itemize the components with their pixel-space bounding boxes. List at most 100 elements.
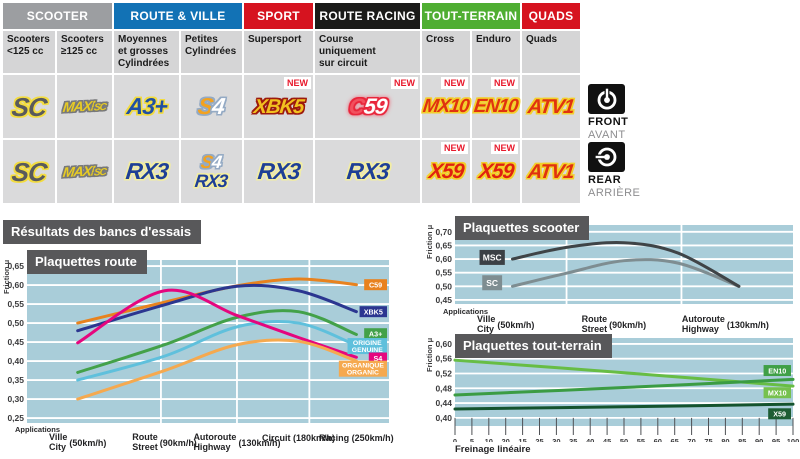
y-tick-label: 0,40 [7,356,24,366]
new-badge: NEW [391,77,418,89]
product-cell: MAXISC [57,75,112,138]
product-logo-sc: SC [10,156,48,187]
table-subheader: Moyennes et grosses Cylindrées [114,31,179,73]
x-tick-label: 25 [535,437,543,442]
series-line-organiqueorganic [76,338,358,401]
front-label-en: FRONT [588,116,629,128]
table-group-routeracing: ROUTE RACING [315,3,420,29]
y-tick-label: 0,56 [435,354,452,364]
y-tick-label: 0,65 [435,240,452,250]
svg-text:MSC: MSC [483,253,502,263]
legend-chip-msc: MSC [479,249,505,265]
x-category-label: Ville City (50km/h) [48,432,107,452]
x-category-label: Route Street (90km/h) [581,314,647,334]
x-category-label: Ville City (50km/h) [477,314,535,334]
y-axis-label: Friction μ [425,224,434,259]
y-axis-label: Friction μ [425,337,434,372]
series-line-en10 [453,377,795,397]
rear-label-fr: ARRIÈRE [588,187,641,199]
product-cell: A3+ [114,75,179,138]
product-logo-rx3: RX3 [256,158,302,184]
x-tick-label: 30 [552,437,560,442]
table-group-routeville: ROUTE & VILLE [114,3,242,29]
table-group-scooter: SCOOTER [3,3,112,29]
new-badge: NEW [491,142,518,154]
y-tick-label: 0,52 [435,368,452,378]
product-logo-x59: X59 [477,160,515,183]
series-line-s4 [76,288,358,359]
x-tick-label: 50 [620,437,628,442]
table-subheader: Course uniquement sur circuit [315,31,420,73]
product-logo-s4: S4 [200,152,223,172]
applications-label: Applications [15,425,61,434]
table-subheader: Quads [522,31,580,73]
legend-chip-a3: A3+ [364,328,387,340]
table-subheader: Enduro [472,31,520,73]
y-tick-label: 0,55 [435,268,452,278]
new-badge: NEW [284,77,311,89]
x-category-label: Autoroute Highway (130km/h) [681,314,769,334]
route-chart-title: Plaquettes route [27,250,147,274]
x-tick-label: 95 [772,437,780,442]
series-line-xbk5 [76,283,358,333]
table-subheader: Scooters <125 cc [3,31,55,73]
product-logo-en10: EN10 [472,96,520,117]
product-logo-rx3: RX3 [345,158,391,184]
y-tick-label: 0,44 [435,398,452,408]
product-cell: EN10 NEW [472,75,520,138]
y-tick-label: 0,60 [435,339,452,349]
product-logo-atv1: ATV1 [526,95,576,118]
front-brake-disc-icon [588,84,625,114]
x-category-label: Circuit (180km/h) [261,433,336,443]
rear-axle-block: REAR ARRIÈRE [588,142,658,199]
legend-chip-mx10: MX10 [763,387,791,399]
svg-text:C59: C59 [369,280,382,289]
applications-label: Applications [443,307,489,316]
table-group-quads: QUADS [522,3,580,29]
product-logo-a3: A3+ [125,93,169,119]
legend-chip-sc: SC [482,275,503,291]
tout-terrain-x-axis-label: Freinage linéaire [455,444,531,455]
series-line-x59 [453,402,795,411]
x-tick-label: 65 [671,437,679,442]
y-tick-label: 0,60 [435,254,452,264]
series-line-sc [510,258,741,288]
front-label-fr: AVANT [588,129,626,141]
y-tick-label: 0,25 [7,413,24,423]
svg-text:ORGANIQUE: ORGANIQUE [342,363,384,370]
x-category-label: Route Street (90km/h) [132,432,197,452]
x-tick-label: 85 [738,437,746,442]
scooter-chart-title: Plaquettes scooter [455,216,590,240]
svg-text:S4: S4 [373,354,382,363]
x-tick-label: 15 [518,437,526,442]
svg-text:EN10: EN10 [768,366,786,375]
x-tick-label: 40 [586,437,594,442]
svg-text:SC: SC [486,278,498,288]
svg-text:XBK5: XBK5 [364,307,383,316]
x-tick-label: 70 [687,437,695,442]
series-line-originegenuine [76,319,358,382]
product-logo-rx3: RX3 [194,171,229,191]
product-cell: XBK5 NEW [244,75,313,138]
legend-chip-en10: EN10 [763,365,791,377]
svg-text:MX10: MX10 [768,388,787,397]
section-title: Résultats des bancs d'essais [3,220,202,244]
y-tick-label: 0,48 [435,383,452,393]
y-tick-label: 0,45 [7,337,24,347]
svg-text:ORGANIC: ORGANIC [347,370,379,377]
x-tick-label: 60 [654,437,662,442]
product-logo-mx10: MX10 [421,96,471,117]
y-axis-label: Friction μ [2,259,11,294]
x-tick-label: 80 [721,437,729,442]
product-logo-x59: X59 [427,160,465,183]
product-cell: SC [3,75,55,138]
product-cell: C59 NEW [315,75,420,138]
new-badge: NEW [441,142,468,154]
front-axle-block: FRONT AVANT [588,84,658,141]
product-logo-s4: S4 [196,93,227,119]
chart-plaquettes-tout-terrain: 0,40 0,44 0,48 0,52 0,56 0,60 Friction μ 0 5 10 20… [425,332,800,459]
product-cell: MX10 NEW [422,75,470,138]
new-badge: NEW [441,77,468,89]
